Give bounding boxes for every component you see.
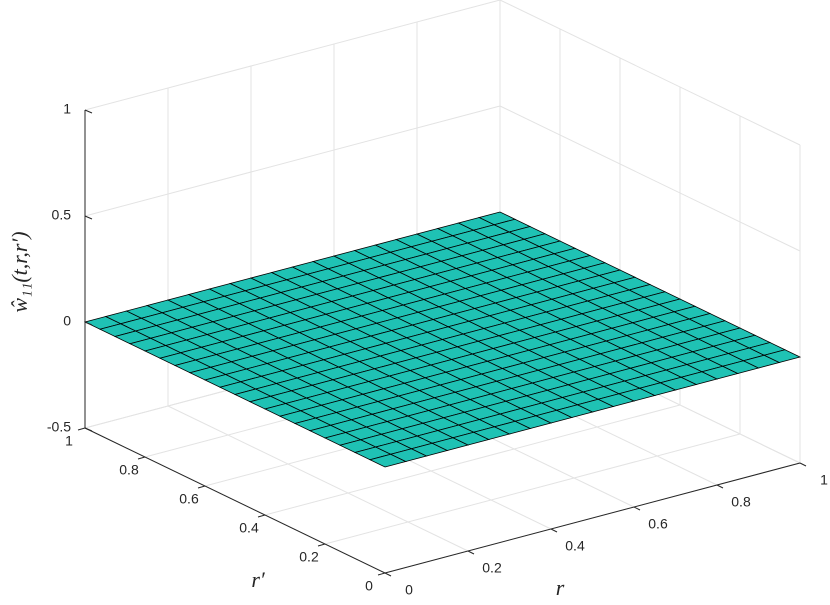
- y-tick-label: 0.8: [119, 462, 139, 478]
- grid-line: [499, 0, 801, 146]
- x-tick-label: 0.4: [565, 538, 585, 554]
- x-axis-label: r: [556, 575, 565, 600]
- y-tick: [257, 514, 266, 518]
- z-tick: [84, 321, 93, 326]
- x-tick: [716, 484, 724, 489]
- grid-line: [324, 433, 741, 545]
- y-tick: [77, 427, 86, 431]
- y-tick-label: 0.4: [239, 520, 259, 536]
- grid-line: [264, 404, 681, 516]
- x-tick: [633, 506, 641, 511]
- grid-line: [84, 0, 501, 111]
- z-tick: [84, 215, 93, 220]
- grid-line: [167, 405, 469, 552]
- x-tick-label: 0: [405, 582, 413, 598]
- grid-line: [84, 105, 501, 217]
- y-axis-line: [84, 427, 386, 574]
- z-tick: [84, 427, 93, 432]
- x-tick-label: 0.8: [731, 494, 751, 510]
- x-tick: [550, 528, 558, 533]
- surface: [83, 211, 802, 468]
- y-axis-label: r′: [251, 567, 266, 592]
- x-tick-label: 0.6: [648, 516, 668, 532]
- x-tick-label: 1: [820, 472, 828, 488]
- surface-face: [763, 349, 802, 363]
- y-tick-label: 1: [65, 433, 73, 449]
- z-tick: [84, 109, 93, 114]
- z-tick-label: 1: [63, 101, 71, 117]
- x-tick: [384, 572, 392, 577]
- y-tick-label: 0.2: [299, 549, 319, 565]
- y-tick: [137, 456, 146, 460]
- grid-line: [499, 105, 801, 252]
- x-tick-label: 0.2: [482, 560, 502, 576]
- z-tick-label: 0.5: [52, 207, 72, 223]
- z-tick-label: -0.5: [47, 419, 71, 435]
- z-axis-label: ŵ₁₁(t,r,r′): [7, 231, 32, 312]
- x-axis-line: [384, 462, 801, 574]
- z-tick-label: 0: [63, 313, 71, 329]
- y-tick: [197, 485, 206, 489]
- x-tick: [799, 462, 807, 467]
- y-tick: [377, 572, 386, 576]
- y-tick-label: 0: [365, 578, 373, 594]
- y-tick: [317, 543, 326, 547]
- x-tick: [467, 550, 475, 555]
- y-tick-label: 0.6: [179, 491, 199, 507]
